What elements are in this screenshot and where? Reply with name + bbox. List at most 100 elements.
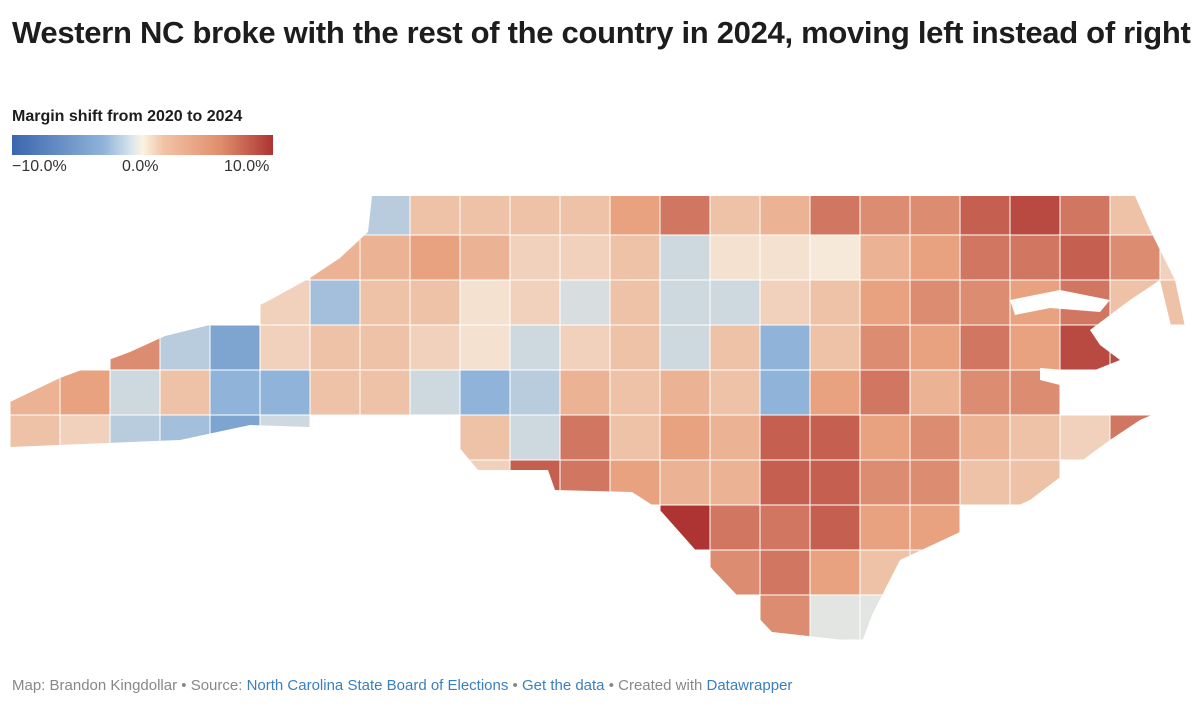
county-region[interactable] [459,459,511,506]
county-region[interactable] [709,324,761,371]
datawrapper-link[interactable]: Datawrapper [706,677,793,694]
county-region[interactable] [809,459,861,506]
county-region[interactable] [359,279,411,326]
county-region[interactable] [809,279,861,326]
county-region[interactable] [459,190,511,236]
county-region[interactable] [559,190,611,236]
county-region[interactable] [659,459,711,506]
county-region[interactable] [409,190,461,236]
county-region[interactable] [659,324,711,371]
county-region[interactable] [709,549,761,596]
county-region[interactable] [859,369,911,416]
county-region[interactable] [1009,459,1061,506]
county-region[interactable] [759,279,811,326]
county-region[interactable] [759,414,811,461]
county-region[interactable] [809,414,861,461]
county-region[interactable] [10,369,61,416]
county-region[interactable] [759,234,811,281]
get-data-link[interactable]: Get the data [521,677,605,694]
county-region[interactable] [1059,234,1111,281]
county-region[interactable] [709,279,761,326]
county-region[interactable] [59,369,111,416]
county-region[interactable] [409,369,461,416]
county-region[interactable] [909,504,961,551]
county-region[interactable] [609,369,661,416]
county-region[interactable] [559,324,611,371]
county-region[interactable] [459,369,511,416]
county-region[interactable] [509,459,561,506]
county-region[interactable] [559,234,611,281]
county-region[interactable] [10,414,61,461]
county-region[interactable] [959,369,1011,416]
county-region[interactable] [709,369,761,416]
county-region[interactable] [859,234,911,281]
county-region[interactable] [1009,234,1061,281]
county-region[interactable] [759,459,811,506]
county-region[interactable] [409,279,461,326]
county-region[interactable] [709,504,761,551]
county-region[interactable] [159,414,211,461]
county-region[interactable] [709,459,761,506]
county-region[interactable] [1059,414,1111,461]
county-region[interactable] [1159,234,1200,281]
county-region[interactable] [909,324,961,371]
county-region[interactable] [309,234,361,281]
county-region[interactable] [659,414,711,461]
county-region[interactable] [459,234,511,281]
county-region[interactable] [959,414,1011,461]
county-region[interactable] [709,414,761,461]
county-region[interactable] [859,190,911,236]
county-region[interactable] [709,234,761,281]
county-region[interactable] [1059,190,1111,236]
county-region[interactable] [559,459,611,506]
county-region[interactable] [709,190,761,236]
county-region[interactable] [809,594,861,641]
county-region[interactable] [359,234,411,281]
county-region[interactable] [809,504,861,551]
county-region[interactable] [109,414,161,461]
county-region[interactable] [759,369,811,416]
county-region[interactable] [1009,414,1061,461]
county-region[interactable] [659,190,711,236]
county-region[interactable] [609,234,661,281]
county-region[interactable] [509,324,561,371]
county-region[interactable] [959,190,1011,236]
county-region[interactable] [609,324,661,371]
county-region[interactable] [209,369,261,416]
county-region[interactable] [559,279,611,326]
county-region[interactable] [359,324,411,371]
county-region[interactable] [809,369,861,416]
county-region[interactable] [1109,414,1161,461]
county-region[interactable] [759,504,811,551]
county-region[interactable] [159,324,211,371]
county-region[interactable] [609,459,661,506]
county-region[interactable] [909,279,961,326]
county-region[interactable] [759,549,811,596]
county-region[interactable] [909,459,961,506]
county-region[interactable] [609,279,661,326]
county-region[interactable] [1109,234,1161,281]
county-region[interactable] [959,324,1011,371]
county-region[interactable] [259,324,311,371]
county-region[interactable] [509,369,561,416]
county-region[interactable] [809,549,861,596]
source-link[interactable]: North Carolina State Board of Elections [246,677,509,694]
county-region[interactable] [859,324,911,371]
county-region[interactable] [859,414,911,461]
county-region[interactable] [1009,324,1061,371]
county-region[interactable] [1109,190,1161,236]
county-region[interactable] [859,549,911,596]
county-region[interactable] [809,234,861,281]
county-region[interactable] [259,369,311,416]
county-region[interactable] [759,190,811,236]
county-region[interactable] [559,369,611,416]
county-region[interactable] [209,324,261,371]
county-region[interactable] [859,594,911,641]
county-region[interactable] [609,414,661,461]
county-region[interactable] [809,324,861,371]
county-region[interactable] [909,414,961,461]
county-region[interactable] [309,369,361,416]
county-region[interactable] [359,190,411,236]
county-region[interactable] [309,279,361,326]
county-region[interactable] [659,369,711,416]
